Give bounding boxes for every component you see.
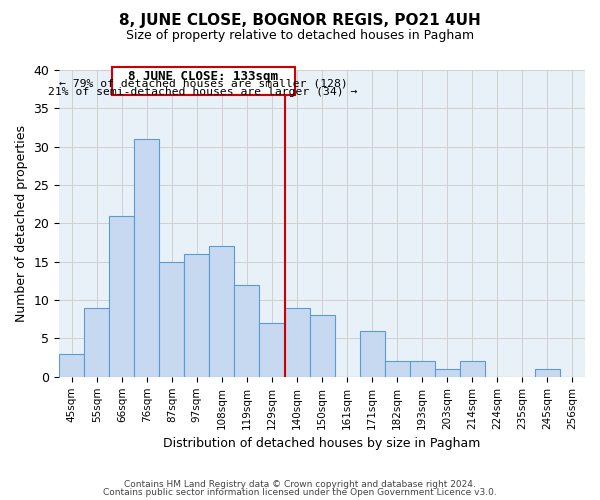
Bar [435,369,460,377]
X-axis label: Distribution of detached houses by size in Pagham: Distribution of detached houses by size … [163,437,481,450]
Bar [160,262,184,377]
Text: Contains HM Land Registry data © Crown copyright and database right 2024.: Contains HM Land Registry data © Crown c… [124,480,476,489]
Bar [259,323,284,377]
Text: Contains public sector information licensed under the Open Government Licence v3: Contains public sector information licen… [103,488,497,497]
Bar [460,362,485,377]
Bar [134,139,160,377]
Bar [535,369,560,377]
Bar [59,354,84,377]
Text: ← 79% of detached houses are smaller (128): ← 79% of detached houses are smaller (12… [59,78,347,88]
Bar [410,362,435,377]
Bar [235,285,259,377]
Text: Size of property relative to detached houses in Pagham: Size of property relative to detached ho… [126,29,474,42]
Y-axis label: Number of detached properties: Number of detached properties [15,125,28,322]
Bar [109,216,134,377]
Text: 8, JUNE CLOSE, BOGNOR REGIS, PO21 4UH: 8, JUNE CLOSE, BOGNOR REGIS, PO21 4UH [119,12,481,28]
Bar [184,254,209,377]
Text: 21% of semi-detached houses are larger (34) →: 21% of semi-detached houses are larger (… [49,87,358,97]
Bar [359,331,385,377]
Bar [84,308,109,377]
Bar [310,316,335,377]
Text: 8 JUNE CLOSE: 133sqm: 8 JUNE CLOSE: 133sqm [128,70,278,84]
FancyBboxPatch shape [112,67,295,94]
Bar [385,362,410,377]
Bar [284,308,310,377]
Bar [209,246,235,377]
